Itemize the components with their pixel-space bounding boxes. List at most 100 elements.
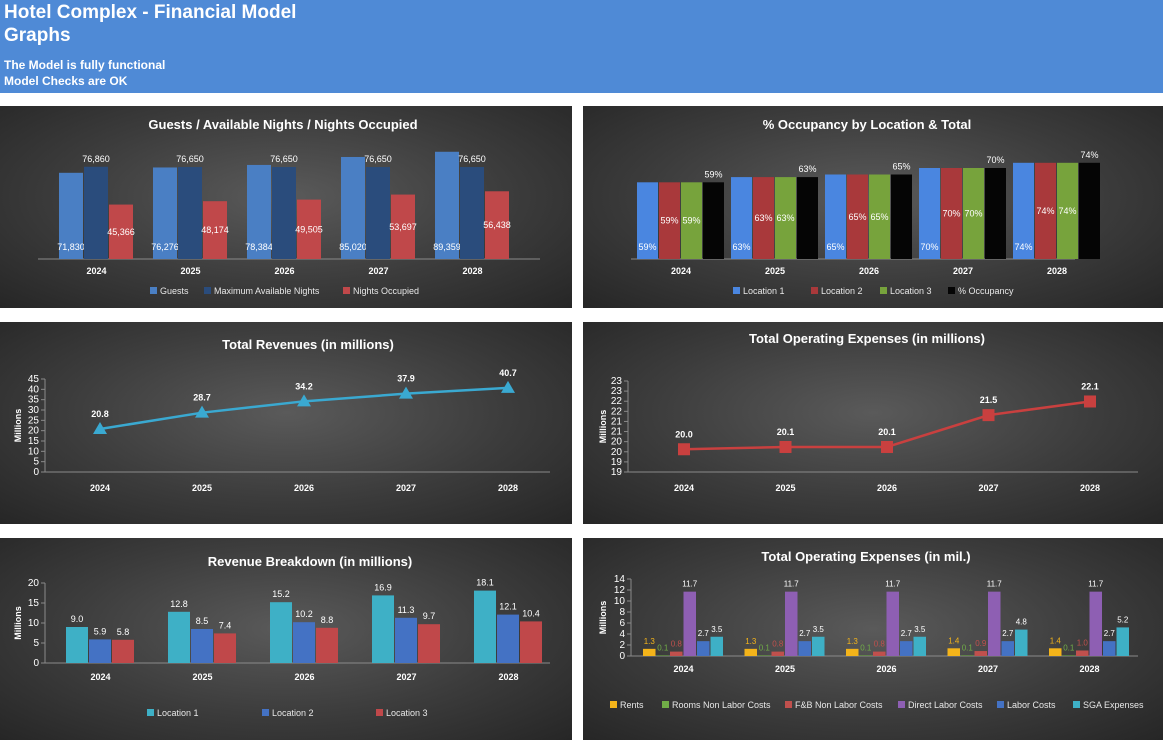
legend-swatch [610,701,617,708]
bar [418,624,440,663]
data-point [1084,395,1096,408]
data-label: 48,174 [201,225,229,235]
bar [270,602,292,663]
legend-swatch [376,709,383,716]
chart-panel-occupancy: % Occupancy by Location & Total 59% 59% 59%… [583,106,1163,308]
data-label: 1.3 [644,637,656,646]
y-tick-label: 20 [28,578,40,589]
y-tick-label: 15 [28,436,40,447]
bar [247,164,271,259]
x-tick-label: 2025 [775,483,795,493]
bar [697,641,710,656]
y-tick-label: 0 [33,467,39,478]
data-label: 2.7 [698,629,710,638]
x-tick-label: 2025 [192,483,212,493]
bar [919,168,940,259]
data-label: 11.7 [1088,580,1104,589]
data-label: 20.1 [777,427,795,437]
data-point [297,394,311,407]
data-label: 76,650 [364,154,392,164]
y-tick-label: 15 [28,598,40,609]
x-tick-label: 2027 [953,266,973,276]
data-point [678,443,690,456]
data-label: 0.9 [975,639,987,648]
legend-swatch [662,701,669,708]
data-label: 59% [704,169,722,179]
bar [316,627,338,663]
data-point [779,440,792,453]
x-tick-label: 2024 [90,672,110,682]
legend-label: F&B Non Labor Costs [795,700,883,710]
bar [744,648,757,656]
data-label: 5.9 [94,626,107,636]
y-tick-label: 20 [611,437,623,448]
bar [435,151,459,259]
legend-swatch [150,287,157,294]
bar [214,633,236,663]
bar [703,182,724,259]
data-label: 74% [1080,150,1098,160]
y-tick-label: 45 [28,374,40,385]
y-tick-label: 21 [611,427,623,438]
y-tick-label: 30 [28,405,40,416]
chart-title: Total Operating Expenses (in millions) [749,331,985,346]
legend-swatch [997,701,1004,708]
x-tick-label: 2026 [877,483,897,493]
y-tick-label: 22 [611,396,623,407]
chart-panel-opexbreak: Total Operating Expenses (in mil.) 0 2 4 6 8 1… [583,538,1163,740]
data-label: 74% [1058,206,1076,216]
chart-opex: Total Operating Expenses (in millions) 19… [598,331,1138,493]
data-label: 4.8 [1016,618,1028,627]
legend-label: Location 2 [272,708,314,718]
legend-swatch [733,287,740,294]
chart-panel-opex: Total Operating Expenses (in millions) 19… [583,322,1163,524]
bar [1015,629,1028,656]
legend-label: Guests [160,286,189,296]
data-label: 89,359 [433,242,461,252]
data-label: 34.2 [295,381,313,391]
bar [178,167,202,259]
data-label: 59% [638,242,656,252]
data-label: 76,276 [151,242,179,252]
bar [988,591,1001,656]
chart-title: Total Revenues (in millions) [222,337,394,352]
data-label: 76,650 [270,154,298,164]
data-label: 0.1 [759,643,771,652]
data-label: 70% [920,242,938,252]
bar [681,182,702,259]
data-label: 8.5 [196,616,209,626]
data-label: 15.2 [272,589,290,599]
data-label: 18.1 [476,578,494,588]
bar [1013,162,1034,259]
bar [372,595,394,663]
legend-label: Nights Occupied [353,286,419,296]
chart-title: % Occupancy by Location & Total [763,117,972,132]
x-tick-label: 2025 [765,266,785,276]
bar [731,177,752,259]
y-tick-label: 21 [611,416,623,427]
bar [203,201,227,259]
legend-label: Location 3 [386,708,428,718]
chart-panel-guests: Guests / Available Nights / Nights Occup… [0,106,572,308]
data-label: 9.7 [423,611,436,621]
data-label: 70% [942,209,960,219]
y-tick-label: 0 [619,651,625,662]
data-label: 63% [732,242,750,252]
legend-label: Location 1 [743,286,785,296]
legend-label: Direct Labor Costs [908,700,983,710]
data-label: 76,860 [82,154,110,164]
legend-label: Maximum Available Nights [214,286,320,296]
bar [272,167,296,259]
bar [753,177,774,259]
bar [485,191,509,259]
y-axis-title: Millions [598,601,608,635]
bar [785,591,798,656]
data-label: 7.4 [219,620,232,630]
x-tick-label: 2028 [498,672,518,682]
data-label: 12.1 [499,602,517,612]
data-label: 11.7 [987,580,1003,589]
bar [873,651,886,656]
data-label: 28.7 [193,393,211,403]
data-label: 0.1 [962,643,974,652]
bar [941,168,962,259]
